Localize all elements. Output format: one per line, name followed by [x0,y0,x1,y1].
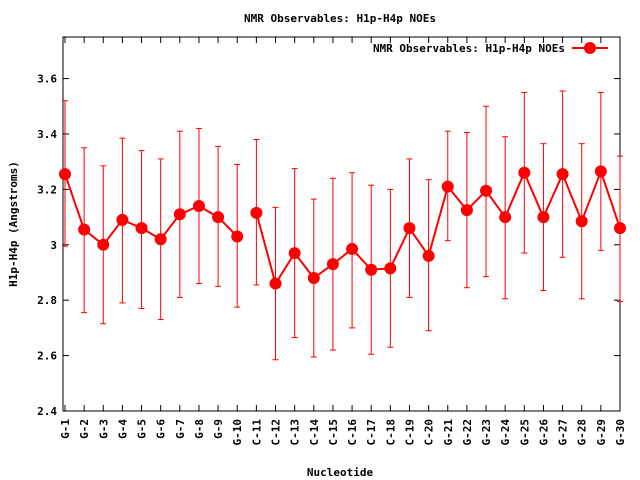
data-point [365,263,378,276]
x-tick-label: G-23 [480,419,493,446]
series-segment [255,168,621,287]
x-tick-label: C-19 [403,419,416,446]
y-tick-label: 3.6 [37,73,57,86]
x-tick-label: G-26 [537,419,550,446]
y-tick-label: 3.2 [37,183,57,196]
series-segment [64,173,238,247]
data-point [537,211,550,224]
data-point [231,230,244,243]
data-point [460,204,473,217]
y-tick-label: 2.6 [37,350,57,363]
data-point [384,262,397,275]
x-tick-label: C-11 [250,419,263,446]
x-tick-label: G-25 [518,419,531,446]
x-axis: G-1 G-2 G-3 G-4 G-5 G-6 G-7 G-8 G-9 G-10 C-11 C-12 C… [59,37,627,446]
data-point [116,213,129,226]
data-point [346,242,359,255]
x-tick-label: C-13 [289,419,302,446]
data-point [499,211,512,224]
x-tick-label: G-21 [442,419,455,446]
x-tick-label: G-28 [576,419,589,446]
y-tick-label: 3.4 [37,128,57,141]
legend-swatch-marker [584,42,596,54]
data-point [59,168,71,181]
data-point [575,215,588,228]
data-point [441,180,454,193]
x-tick-label: G-27 [557,419,570,446]
x-tick-label: C-14 [308,419,321,446]
data-point [173,208,186,221]
x-tick-label: C-20 [423,419,436,446]
chart-title: NMR Observables: H1p-H4p NOEs [244,12,436,25]
y-tick-label: 2.8 [37,294,57,307]
y-axis: 2.4 2.6 2.8 3 3.2 3.4 3.6 [37,73,620,418]
legend-label: NMR Observables: H1p-H4p NOEs [373,42,565,55]
data-point [422,249,435,262]
y-tick-label: 2.4 [37,405,57,418]
x-tick-label: C-15 [327,419,340,446]
x-tick-label: G-30 [614,419,627,446]
x-tick-label: C-18 [384,419,397,446]
data-point [480,184,493,197]
data-point [518,166,531,179]
x-tick-label: G-3 [97,419,110,439]
legend: NMR Observables: H1p-H4p NOEs [373,42,608,55]
x-tick-label: G-6 [155,419,168,439]
data-point [614,222,626,235]
x-tick-label: G-2 [78,419,91,439]
data-point [288,247,301,260]
x-tick-label: G-5 [136,419,149,439]
x-tick-label: C-17 [365,419,378,446]
data-point [250,206,263,219]
data-point [594,165,607,178]
y-tick-label: 3 [50,239,57,252]
data-point [135,222,148,235]
data-point [78,223,91,236]
x-tick-label: G-7 [174,419,187,439]
x-tick-label: C-12 [270,419,283,446]
data-point [192,199,205,212]
x-tick-label: G-22 [461,419,474,446]
data-point [97,238,110,251]
x-tick-label: G-29 [595,419,608,446]
data-point [212,211,225,224]
x-axis-label: Nucleotide [307,466,374,479]
x-tick-label: G-9 [212,419,225,439]
data-point [307,272,320,285]
x-tick-label: G-10 [231,419,244,446]
data-points [59,165,626,290]
x-tick-label: G-1 [59,419,72,439]
data-point [269,277,282,290]
x-tick-label: C-16 [346,419,359,446]
x-tick-label: G-4 [116,419,129,439]
data-point [326,258,339,271]
y-axis-label: H1p-H4p (Angstroms) [7,161,20,287]
series-line [64,168,621,287]
data-point [403,222,416,235]
x-tick-label: G-24 [499,419,512,446]
plot-frame [62,36,621,412]
x-tick-label: G-8 [193,419,206,439]
data-point [556,168,569,181]
data-point [154,233,167,246]
